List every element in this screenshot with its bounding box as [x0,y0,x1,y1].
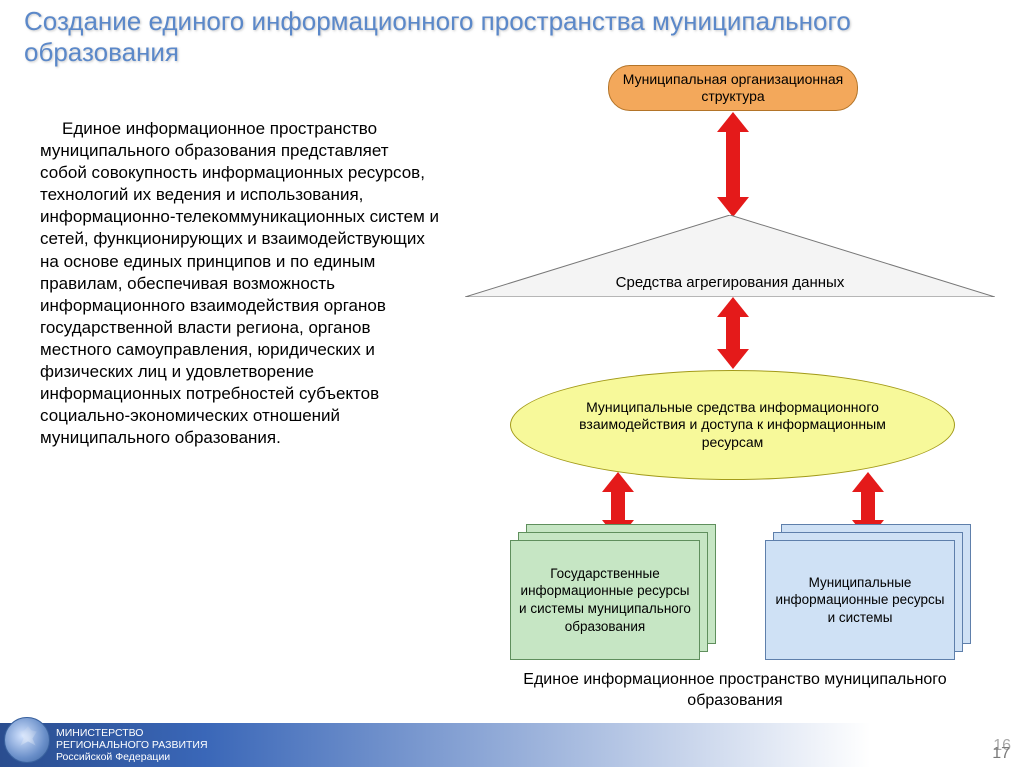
diagram-caption: Единое информационное пространство муниц… [515,670,955,712]
diagram-canvas: Муниципальная организационная структура … [455,65,1005,705]
footer-line: РЕГИОНАЛЬНОГО РАЗВИТИЯ [56,739,208,751]
arrow-double-icon [715,112,751,217]
stack-front-label: Государственные информационные ресурсы и… [510,540,700,660]
node-org-structure: Муниципальная организационная структура [608,65,858,111]
node-interaction-tools: Муниципальные средства информационного в… [510,370,955,480]
arrow-double-icon [715,297,751,369]
emblem-icon [4,717,50,763]
body-paragraph: Единое информационное пространство муниц… [40,118,440,449]
slide-title: Создание единого информационного простра… [24,6,1004,68]
footer-bar: МИНИСТЕРСТВО РЕГИОНАЛЬНОГО РАЗВИТИЯ Росс… [0,723,1024,767]
footer-line: Российской Федерации [56,751,208,763]
node-aggregation-triangle: Средства агрегирования данных [465,215,995,297]
stack-front-label: Муниципальные информационные ресурсы и с… [765,540,955,660]
node-state-resources: Государственные информационные ресурсы и… [510,540,700,660]
footer-line: МИНИСТЕРСТВО [56,727,208,739]
footer-ministry-text: МИНИСТЕРСТВО РЕГИОНАЛЬНОГО РАЗВИТИЯ Росс… [56,727,208,763]
page-number: 17 [992,745,1010,763]
node-municipal-resources: Муниципальные информационные ресурсы и с… [765,540,955,660]
triangle-label: Средства агрегирования данных [465,274,995,291]
